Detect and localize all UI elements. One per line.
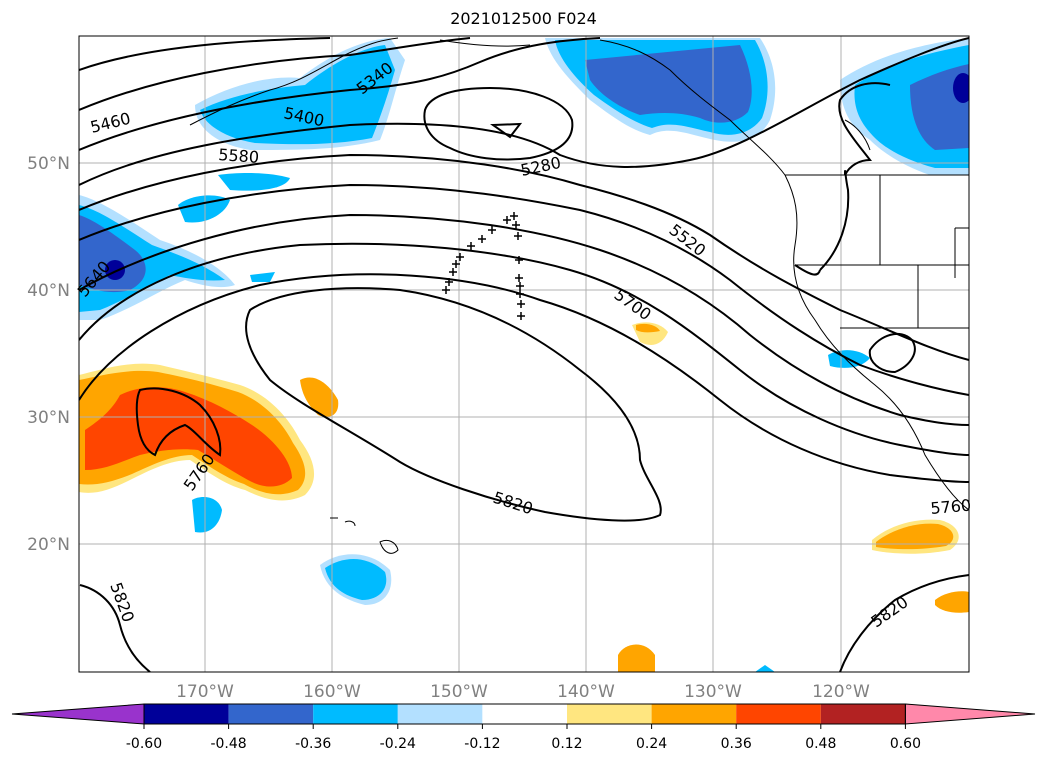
colorbar-segment — [651, 704, 737, 724]
colorbar-tick-label: 0.12 — [551, 736, 582, 752]
contour-label-5760-b: 5760 — [930, 496, 972, 518]
height-contours — [79, 37, 969, 672]
colorbar-tick-label: 0.48 — [805, 736, 836, 752]
colorbar-tick-label: -0.24 — [380, 736, 416, 752]
lon-label-160w: 160°W — [303, 682, 361, 702]
lon-label-130w: 130°W — [684, 682, 742, 702]
colorbar-tick-label: -0.60 — [126, 736, 162, 752]
colorbar-left-extension — [11, 703, 145, 725]
colorbar-segment — [313, 704, 398, 724]
colorbar-tick-label: -0.36 — [295, 736, 331, 752]
colorbar-segment — [144, 704, 229, 724]
map-frame — [78, 35, 970, 673]
positive-anomaly-regions — [79, 322, 969, 672]
lon-label-120w: 120°W — [812, 682, 870, 702]
colorbar-segment — [820, 704, 906, 724]
colorbar: -0.60 -0.48 -0.36 -0.24 -0.12 0.12 0.24 … — [11, 703, 1036, 752]
longitude-labels: 170°W 160°W 150°W 140°W 130°W 120°W — [176, 682, 870, 702]
colorbar-tick-label: -0.12 — [464, 736, 500, 752]
lat-label-40n: 40°N — [27, 281, 70, 301]
lat-label-20n: 20°N — [27, 535, 70, 555]
colorbar-tick-label: 0.36 — [721, 736, 752, 752]
colorbar-tick-label: 0.24 — [636, 736, 667, 752]
colorbar-segment — [482, 704, 567, 724]
lon-label-140w: 140°W — [557, 682, 615, 702]
colorbar-segment — [228, 704, 314, 724]
colorbar-frame — [143, 703, 906, 725]
lat-label-50n: 50°N — [27, 154, 70, 174]
latitude-labels: 50°N 40°N 30°N 20°N — [27, 154, 70, 555]
plus-markers — [442, 212, 525, 320]
lon-label-150w: 150°W — [430, 682, 488, 702]
lon-label-170w: 170°W — [176, 682, 234, 702]
colorbar-right-extension — [904, 703, 1036, 725]
lat-label-30n: 30°N — [27, 408, 70, 428]
colorbar-segment — [567, 704, 652, 724]
colorbar-segment — [397, 704, 483, 724]
map-title: 2021012500 F024 — [450, 9, 597, 28]
colorbar-tick-label: -0.48 — [210, 736, 246, 752]
colorbar-tick-label: 0.60 — [890, 736, 921, 752]
contour-label-5580: 5580 — [218, 145, 260, 167]
colorbar-segment — [736, 704, 821, 724]
